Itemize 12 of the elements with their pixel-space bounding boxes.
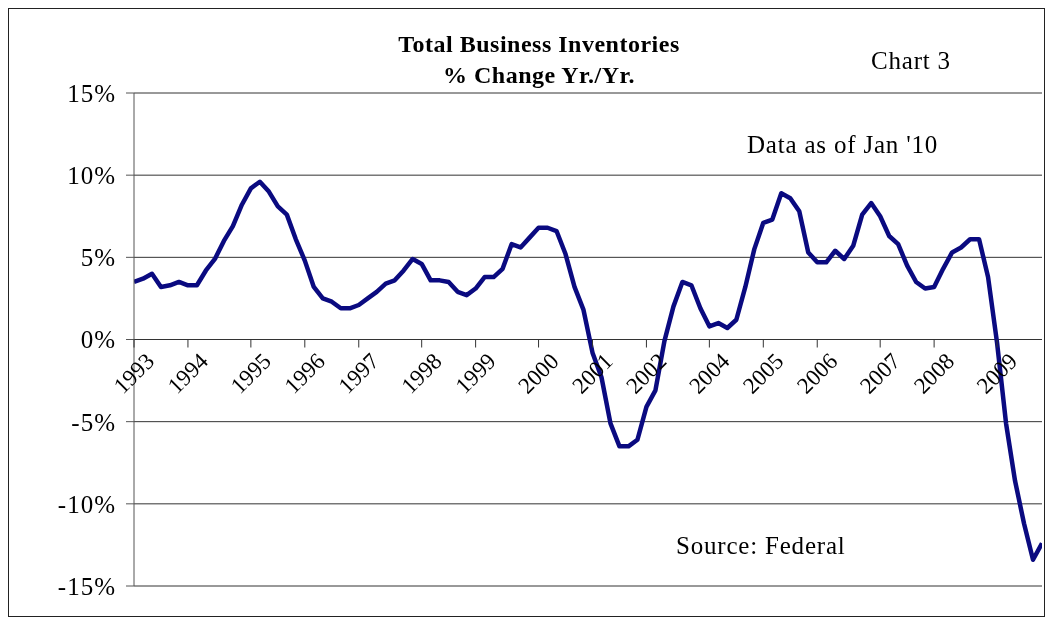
annotation: Source: Federal: [676, 532, 846, 560]
y-tick-label: -15%: [57, 572, 116, 600]
y-tick-label: 0%: [80, 326, 116, 354]
y-tick-label: -10%: [57, 490, 116, 518]
y-tick-label: 15%: [67, 79, 116, 107]
y-tick-label: 10%: [67, 162, 116, 190]
y-tick-label: 5%: [80, 244, 116, 272]
caption: Chart 3: [871, 47, 951, 75]
chart-title: Total Business Inventories % Change Yr./Yr.: [397, 30, 681, 90]
x-tick-label: 2001: [567, 348, 618, 399]
annotation: Data as of Jan '10: [747, 131, 939, 159]
y-tick-label: -5%: [71, 408, 116, 436]
